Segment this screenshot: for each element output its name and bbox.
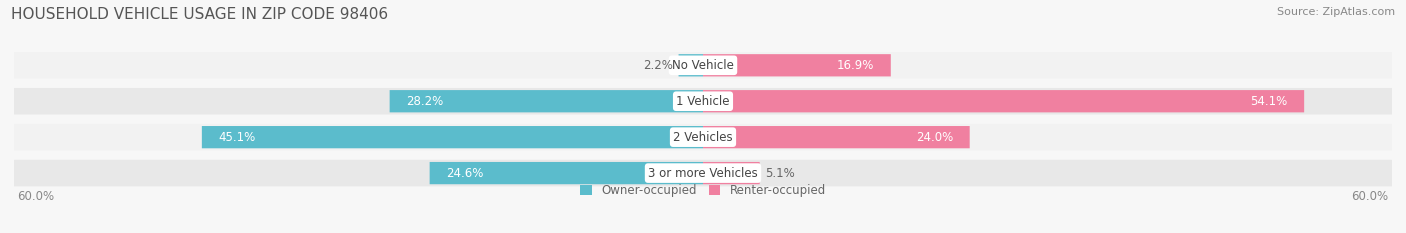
Text: 45.1%: 45.1% bbox=[218, 131, 256, 144]
Text: 5.1%: 5.1% bbox=[765, 167, 794, 180]
FancyBboxPatch shape bbox=[14, 160, 1392, 186]
Text: 2 Vehicles: 2 Vehicles bbox=[673, 131, 733, 144]
FancyBboxPatch shape bbox=[389, 90, 703, 112]
Text: 24.6%: 24.6% bbox=[446, 167, 484, 180]
Text: 1 Vehicle: 1 Vehicle bbox=[676, 95, 730, 108]
FancyBboxPatch shape bbox=[679, 54, 703, 76]
Text: 24.0%: 24.0% bbox=[915, 131, 953, 144]
Text: 54.1%: 54.1% bbox=[1250, 95, 1288, 108]
FancyBboxPatch shape bbox=[703, 162, 759, 184]
Legend: Owner-occupied, Renter-occupied: Owner-occupied, Renter-occupied bbox=[579, 184, 827, 197]
FancyBboxPatch shape bbox=[14, 88, 1392, 115]
Text: HOUSEHOLD VEHICLE USAGE IN ZIP CODE 98406: HOUSEHOLD VEHICLE USAGE IN ZIP CODE 9840… bbox=[11, 7, 388, 22]
Text: 60.0%: 60.0% bbox=[17, 190, 55, 203]
FancyBboxPatch shape bbox=[202, 126, 703, 148]
FancyBboxPatch shape bbox=[14, 124, 1392, 151]
Text: 16.9%: 16.9% bbox=[837, 59, 875, 72]
Text: 60.0%: 60.0% bbox=[1351, 190, 1389, 203]
Text: 3 or more Vehicles: 3 or more Vehicles bbox=[648, 167, 758, 180]
Text: Source: ZipAtlas.com: Source: ZipAtlas.com bbox=[1277, 7, 1395, 17]
FancyBboxPatch shape bbox=[14, 52, 1392, 79]
Text: No Vehicle: No Vehicle bbox=[672, 59, 734, 72]
Text: 28.2%: 28.2% bbox=[406, 95, 443, 108]
Text: 2.2%: 2.2% bbox=[643, 59, 673, 72]
FancyBboxPatch shape bbox=[430, 162, 703, 184]
FancyBboxPatch shape bbox=[703, 54, 891, 76]
FancyBboxPatch shape bbox=[703, 126, 970, 148]
FancyBboxPatch shape bbox=[703, 90, 1305, 112]
